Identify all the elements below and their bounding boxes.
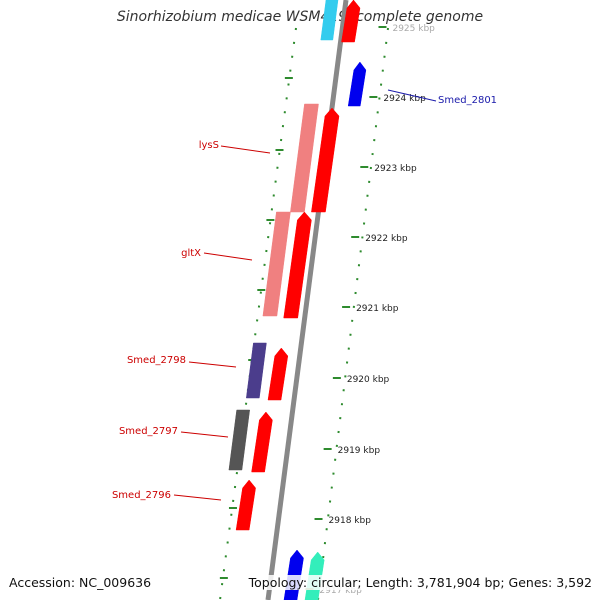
tick-label: 2920 kbp — [347, 375, 390, 385]
tick-label: 2924 kbp — [383, 94, 426, 104]
gene-label[interactable]: gltX — [181, 248, 201, 259]
gene-gltx-red[interactable] — [283, 211, 312, 319]
scale-ticks: 2925 kbp 2924 kbp 2923 kbp 2922 kbp 2921 kbp… — [305, 24, 435, 596]
gene-smed-2797-gray[interactable] — [228, 409, 250, 471]
label-leader-line — [180, 431, 229, 438]
gene-lyss-red[interactable] — [311, 107, 340, 213]
label-leader-line — [173, 494, 222, 501]
label-leader-line — [188, 361, 237, 368]
map-title: Sinorhizobium medicae WSM419, complete g… — [116, 9, 484, 25]
gene-gltx-pink[interactable] — [262, 211, 291, 317]
accession-text: Accession: NC_009636 — [9, 575, 152, 590]
gene-top-red[interactable] — [341, 0, 361, 43]
topology-text: Topology: circular; Length: 3,781,904 bp… — [248, 575, 592, 590]
label-leader-line — [220, 145, 271, 154]
gene-labels: Smed_2801 lysS gltX Smed_2798 Smed_2797 Smed_… — [112, 89, 497, 501]
tick-label: 2918 kbp — [329, 516, 372, 526]
tick-label: 2917 kbp — [319, 586, 362, 596]
label-leader-line — [387, 89, 437, 102]
tick-label: 2925 kbp — [392, 24, 435, 34]
label-leader-line — [203, 252, 253, 261]
gene-label[interactable]: Smed_2798 — [127, 355, 186, 366]
gene-label[interactable]: Smed_2801 — [438, 95, 497, 106]
gene-features — [228, 0, 367, 600]
gene-top-cyan[interactable] — [320, 0, 339, 41]
gene-label[interactable]: Smed_2796 — [112, 490, 171, 501]
tick-label: 2922 kbp — [365, 234, 408, 244]
gene-smed-2801[interactable] — [347, 61, 367, 107]
gene-smed-2798-navy[interactable] — [246, 342, 267, 399]
gene-label[interactable]: lysS — [199, 140, 219, 151]
tick-label: 2923 kbp — [374, 164, 417, 174]
tick-label: 2919 kbp — [338, 446, 381, 456]
genome-backbone — [265, 0, 349, 600]
gene-label[interactable]: Smed_2797 — [119, 426, 178, 437]
gene-smed-2798-red[interactable] — [267, 347, 289, 401]
tick-label: 2921 kbp — [356, 304, 399, 314]
gene-smed-2797-red[interactable] — [251, 411, 273, 473]
gene-smed-2796[interactable] — [235, 479, 256, 531]
